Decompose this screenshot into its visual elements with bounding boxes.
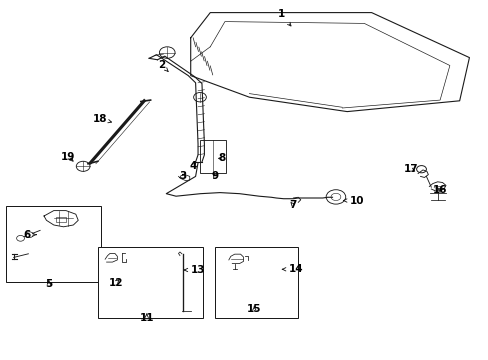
Text: 18: 18 xyxy=(93,114,111,124)
Bar xyxy=(215,247,298,318)
Text: 10: 10 xyxy=(343,195,364,206)
Text: 4: 4 xyxy=(189,161,197,171)
Text: 6: 6 xyxy=(23,230,36,240)
Circle shape xyxy=(159,47,175,58)
Text: 17: 17 xyxy=(403,164,417,174)
Circle shape xyxy=(17,235,24,241)
Text: 1: 1 xyxy=(277,9,290,26)
Text: 12: 12 xyxy=(108,278,123,288)
Bar xyxy=(200,140,225,173)
Text: 11: 11 xyxy=(139,312,154,323)
Circle shape xyxy=(25,232,33,238)
Circle shape xyxy=(325,190,345,204)
Text: 9: 9 xyxy=(211,171,218,181)
Text: 16: 16 xyxy=(432,185,447,195)
Text: 3: 3 xyxy=(180,171,186,181)
Circle shape xyxy=(416,166,426,173)
Bar xyxy=(6,206,101,282)
Bar xyxy=(98,247,203,318)
Text: 14: 14 xyxy=(282,264,303,274)
Text: 8: 8 xyxy=(218,153,225,163)
Circle shape xyxy=(193,93,206,102)
Text: 2: 2 xyxy=(158,60,168,71)
Text: 19: 19 xyxy=(61,152,76,162)
Bar xyxy=(56,217,66,222)
Text: 7: 7 xyxy=(289,200,297,210)
Text: 5: 5 xyxy=(45,279,52,289)
Text: 15: 15 xyxy=(246,304,261,314)
Circle shape xyxy=(76,161,90,171)
Text: 13: 13 xyxy=(184,265,205,275)
